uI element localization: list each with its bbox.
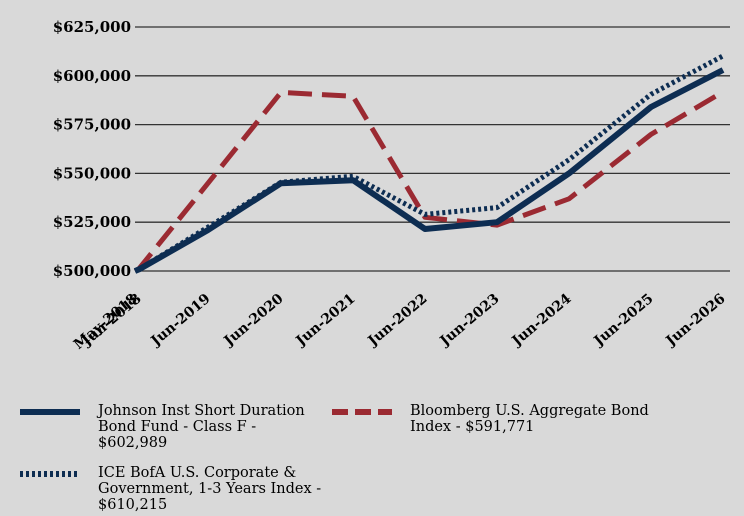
- y-axis-ticks: $500,000 $525,000 $550,000 $575,000 $600,000…: [53, 18, 131, 280]
- x-tick-label: Jun-2019: [147, 291, 214, 351]
- x-tick-label: Jun-2022: [364, 291, 431, 351]
- legend-swatch-ice: [20, 471, 80, 477]
- legend-swatch-fund: [20, 409, 80, 415]
- y-tick-label: $575,000: [53, 116, 131, 134]
- legend-label-bloomberg: Bloomberg U.S. Aggregate Bond Index - $5…: [410, 403, 649, 435]
- x-tick-label: Jun-2021: [292, 291, 359, 351]
- x-tick-label: Jun-2026: [662, 291, 729, 351]
- legend-swatch-bloomberg: [332, 409, 392, 415]
- x-tick-label: Jun-2025: [590, 291, 657, 351]
- legend-label-fund: Johnson Inst Short Duration Bond Fund - …: [98, 403, 305, 451]
- legend-item-bloomberg: Bloomberg U.S. Aggregate Bond Index - $5…: [332, 403, 670, 435]
- fund-line: [133, 67, 725, 274]
- series-lines: [133, 53, 725, 274]
- x-tick-label: Jun-2024: [508, 291, 575, 351]
- legend-item-fund: Johnson Inst Short Duration Bond Fund - …: [20, 403, 328, 451]
- legend-item-ice: ICE BofA U.S. Corporate & Government, 1-…: [20, 465, 328, 513]
- y-tick-label: $525,000: [53, 213, 131, 231]
- y-tick-label: $500,000: [53, 262, 131, 280]
- x-tick-label: Jun-2023: [436, 291, 503, 351]
- legend-label-ice: ICE BofA U.S. Corporate & Government, 1-…: [98, 465, 322, 513]
- line-chart: $500,000 $525,000 $550,000 $575,000 $600,000…: [53, 18, 730, 353]
- x-tick-label: Jun-2018: [78, 291, 145, 351]
- x-tick-label: Jun-2020: [220, 291, 287, 351]
- y-tick-label: $550,000: [53, 164, 131, 182]
- y-tick-label: $600,000: [53, 67, 131, 85]
- gridlines: [135, 26, 730, 272]
- y-tick-label: $625,000: [53, 18, 131, 36]
